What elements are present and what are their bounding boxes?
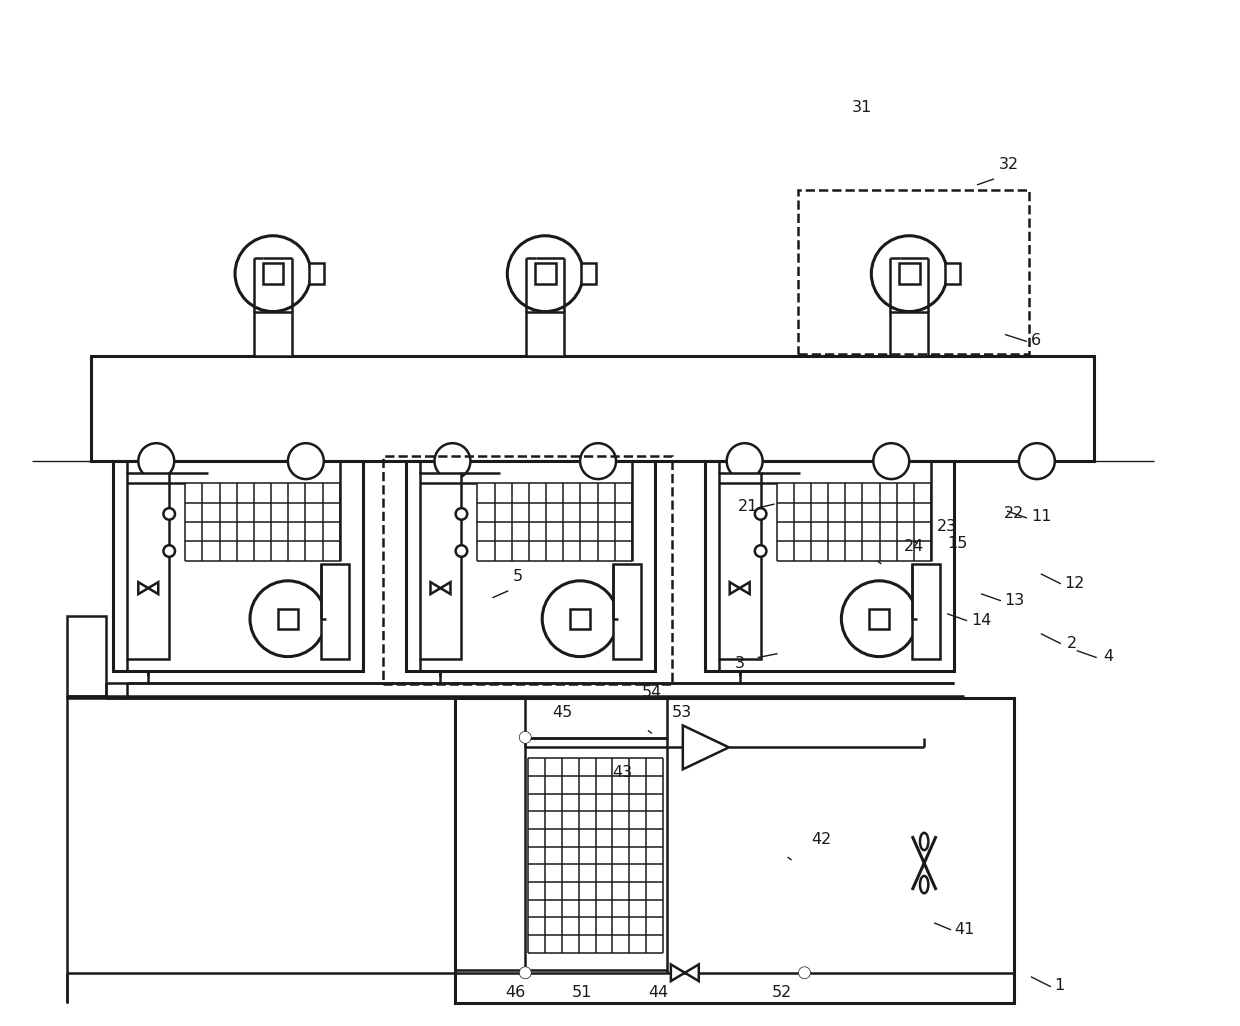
Ellipse shape bbox=[920, 876, 929, 894]
Text: 13: 13 bbox=[1004, 593, 1024, 607]
Circle shape bbox=[842, 581, 918, 657]
Text: 6: 6 bbox=[1030, 333, 1042, 349]
Bar bbox=[797, 190, 1029, 354]
Polygon shape bbox=[430, 582, 440, 594]
Bar bbox=[526, 739, 667, 970]
Text: 22: 22 bbox=[1004, 506, 1024, 521]
Bar bbox=[704, 461, 954, 671]
Text: 24: 24 bbox=[904, 539, 925, 554]
Text: 3: 3 bbox=[734, 656, 745, 671]
Circle shape bbox=[434, 443, 470, 479]
Circle shape bbox=[164, 508, 175, 520]
Text: 42: 42 bbox=[811, 832, 832, 847]
Text: 2: 2 bbox=[1066, 636, 1076, 650]
Bar bbox=[128, 473, 169, 659]
Bar bbox=[405, 461, 655, 671]
Text: 51: 51 bbox=[572, 985, 593, 999]
Bar bbox=[534, 264, 556, 284]
Circle shape bbox=[872, 236, 947, 312]
Bar bbox=[526, 312, 564, 356]
Polygon shape bbox=[440, 582, 450, 594]
Circle shape bbox=[139, 443, 174, 479]
Polygon shape bbox=[684, 964, 699, 981]
Circle shape bbox=[542, 581, 618, 657]
Circle shape bbox=[288, 443, 324, 479]
Circle shape bbox=[727, 443, 763, 479]
Circle shape bbox=[507, 236, 583, 312]
Text: 21: 21 bbox=[738, 499, 758, 514]
Polygon shape bbox=[671, 964, 684, 981]
Bar bbox=[92, 356, 1094, 461]
Bar bbox=[419, 473, 461, 659]
Text: 54: 54 bbox=[642, 685, 662, 701]
Bar bbox=[263, 264, 284, 284]
Bar bbox=[719, 473, 760, 659]
Bar bbox=[869, 608, 889, 629]
Bar bbox=[913, 564, 940, 659]
Bar bbox=[113, 461, 362, 671]
Circle shape bbox=[455, 508, 467, 520]
Circle shape bbox=[164, 545, 175, 557]
Circle shape bbox=[873, 443, 909, 479]
Circle shape bbox=[580, 443, 616, 479]
Text: 53: 53 bbox=[672, 706, 692, 720]
Text: 5: 5 bbox=[512, 568, 522, 584]
Text: 23: 23 bbox=[937, 519, 957, 534]
Text: 45: 45 bbox=[552, 706, 573, 720]
Text: 52: 52 bbox=[771, 985, 792, 999]
Bar bbox=[254, 312, 291, 356]
Text: 15: 15 bbox=[947, 536, 967, 551]
Bar bbox=[899, 264, 920, 284]
Polygon shape bbox=[149, 582, 159, 594]
Text: 32: 32 bbox=[999, 157, 1019, 172]
Polygon shape bbox=[683, 725, 729, 770]
Bar bbox=[570, 608, 590, 629]
Text: 31: 31 bbox=[852, 101, 872, 115]
Bar bbox=[321, 564, 348, 659]
Bar bbox=[383, 457, 672, 683]
Circle shape bbox=[755, 508, 766, 520]
Bar bbox=[582, 264, 596, 284]
Text: 43: 43 bbox=[613, 765, 632, 781]
Text: 14: 14 bbox=[971, 613, 992, 628]
Circle shape bbox=[1019, 443, 1055, 479]
Bar bbox=[613, 564, 641, 659]
Text: 12: 12 bbox=[1064, 576, 1084, 591]
Polygon shape bbox=[740, 582, 750, 594]
Bar bbox=[455, 699, 1014, 1002]
Bar bbox=[67, 616, 107, 696]
Text: 11: 11 bbox=[1030, 509, 1052, 524]
Circle shape bbox=[520, 966, 531, 979]
Circle shape bbox=[520, 732, 531, 744]
Bar bbox=[945, 264, 960, 284]
Bar bbox=[890, 312, 929, 356]
Ellipse shape bbox=[920, 833, 929, 851]
Circle shape bbox=[236, 236, 311, 312]
Text: 1: 1 bbox=[1054, 978, 1064, 993]
Bar bbox=[309, 264, 324, 284]
Polygon shape bbox=[139, 582, 149, 594]
Circle shape bbox=[755, 545, 766, 557]
Bar bbox=[278, 608, 298, 629]
Circle shape bbox=[799, 966, 811, 979]
Circle shape bbox=[250, 581, 326, 657]
Text: 44: 44 bbox=[649, 985, 668, 999]
Text: 46: 46 bbox=[506, 985, 526, 999]
Circle shape bbox=[455, 545, 467, 557]
Polygon shape bbox=[729, 582, 740, 594]
Text: 4: 4 bbox=[1104, 648, 1114, 664]
Text: 41: 41 bbox=[954, 921, 975, 937]
